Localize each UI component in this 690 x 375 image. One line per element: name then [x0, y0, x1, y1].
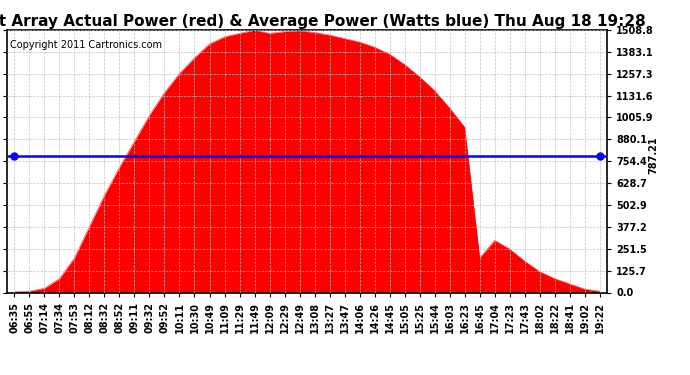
Text: Copyright 2011 Cartronics.com: Copyright 2011 Cartronics.com [10, 40, 162, 51]
Title: East Array Actual Power (red) & Average Power (Watts blue) Thu Aug 18 19:28: East Array Actual Power (red) & Average … [0, 14, 645, 29]
Text: 787.21: 787.21 [649, 137, 659, 174]
